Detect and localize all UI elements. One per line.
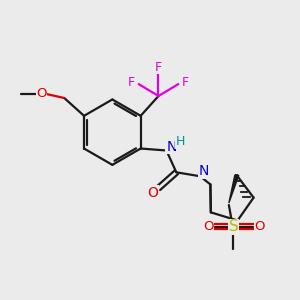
Text: S: S (229, 219, 239, 234)
Text: N: N (199, 164, 209, 178)
Text: O: O (203, 220, 213, 233)
Text: N: N (166, 140, 177, 154)
Text: O: O (254, 220, 265, 233)
Text: F: F (155, 61, 162, 74)
Text: F: F (128, 76, 135, 88)
Text: O: O (36, 86, 47, 100)
Text: F: F (182, 76, 189, 88)
Polygon shape (229, 175, 239, 203)
Text: O: O (147, 186, 158, 200)
Text: H: H (176, 135, 185, 148)
